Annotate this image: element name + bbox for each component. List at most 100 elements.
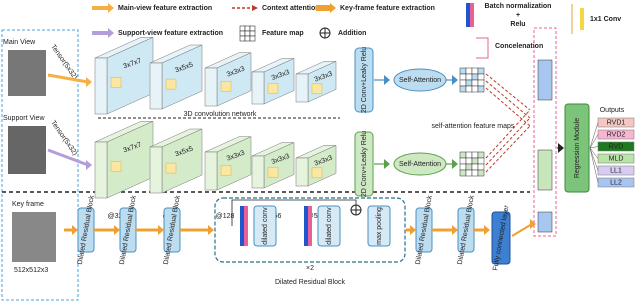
cube-front <box>251 155 265 189</box>
legend-text: Concelenation <box>495 43 543 50</box>
feature-map <box>465 169 473 177</box>
legend-text: + <box>516 12 520 19</box>
network-label: 3D convolution network <box>184 111 257 118</box>
output-label: RVD2 <box>607 131 626 138</box>
addition-icon <box>320 28 330 38</box>
kernel-cube <box>311 167 323 179</box>
feature-map-icon <box>239 30 246 37</box>
input-label: Support View <box>3 115 45 122</box>
output-link <box>589 147 599 159</box>
concat-map <box>537 59 553 101</box>
arrow-shaft <box>511 223 533 237</box>
output-link <box>589 147 599 183</box>
max-pooling <box>367 205 391 247</box>
feature-map <box>459 151 467 159</box>
channel-label: @512 <box>307 213 326 220</box>
conv2d-block <box>354 47 374 113</box>
kernel-cube <box>311 83 323 95</box>
feature-map <box>471 157 479 165</box>
concat-icon <box>476 37 489 59</box>
arrow-head <box>330 3 336 13</box>
feature-map <box>477 79 485 87</box>
arrow-head <box>108 3 114 13</box>
input-label: Main View <box>3 39 36 46</box>
input-label: Key frame <box>12 201 44 208</box>
cube-front <box>149 146 163 194</box>
arrow-shaft <box>47 148 89 167</box>
arrow-head <box>384 159 390 169</box>
arrow-head <box>158 225 164 235</box>
feature-maps-label: self-attention feature maps <box>432 123 515 130</box>
feature-map <box>471 85 479 93</box>
cube-side <box>106 36 154 115</box>
kernel-cube <box>110 161 122 172</box>
feature-map <box>471 169 479 177</box>
bn-bar <box>308 206 312 246</box>
feature-map <box>465 67 473 75</box>
arrow-head <box>86 77 92 87</box>
output-link <box>589 146 599 149</box>
addition-node <box>351 205 361 215</box>
arrow-head <box>72 225 78 235</box>
feature-map <box>477 67 485 75</box>
feature-map <box>459 163 467 171</box>
legend-text: Batch normalization <box>485 3 552 10</box>
feature-map <box>471 73 479 81</box>
concat-map <box>537 211 553 233</box>
concat-frame <box>533 27 557 237</box>
cube-front <box>149 62 163 110</box>
feature-map <box>477 73 485 81</box>
concat-map <box>537 149 553 191</box>
cube-front <box>94 141 108 199</box>
main-view-image <box>8 50 46 96</box>
feature-map-icon <box>244 25 251 32</box>
feature-map <box>459 73 467 81</box>
legend-text: Key-frame feature extraction <box>340 5 435 12</box>
context-arrow <box>485 87 531 127</box>
feature-map <box>465 157 473 165</box>
conv1x1-icon <box>580 8 584 30</box>
support-view-image <box>8 126 46 174</box>
dilated-block-frame <box>214 197 406 263</box>
feature-map <box>465 79 473 87</box>
cube-front <box>295 73 309 103</box>
input-panel <box>1 29 79 301</box>
feature-map-icon <box>239 35 246 42</box>
feature-map-icon <box>244 35 251 42</box>
regression-module <box>564 103 590 193</box>
channel-label: @32 <box>108 213 123 220</box>
output-label: RVD1 <box>607 119 626 126</box>
caption: Dilated Residual Block <box>275 279 346 286</box>
legend-text: Support-view feature extraction <box>118 30 223 37</box>
feature-map <box>465 151 473 159</box>
kernel-cube <box>220 165 232 176</box>
arrow-shaft <box>47 73 89 84</box>
legend-text: Main-view feature extraction <box>118 5 212 12</box>
cube-side <box>106 120 154 199</box>
cube-front <box>251 71 265 105</box>
context-arrow <box>485 73 531 111</box>
output-label: RVD <box>609 143 624 150</box>
feature-map <box>477 169 485 177</box>
arrow-head <box>114 225 120 235</box>
dilated-conv <box>253 205 277 247</box>
context-arrow <box>485 80 531 119</box>
cube-front <box>94 57 108 115</box>
diagram-content: Main-view feature extraction Context atte… <box>3 3 635 286</box>
output-label: LL1 <box>610 167 622 174</box>
outputs-title: Outputs <box>600 107 625 114</box>
conv2d-block <box>354 131 374 197</box>
arrow-head <box>384 75 390 85</box>
arrow-head <box>558 143 564 153</box>
feature-map-icon <box>249 30 256 37</box>
feature-map <box>459 157 467 165</box>
feature-map <box>477 85 485 93</box>
conv2d-label: 2D Conv+Leaky Relu <box>361 47 368 113</box>
bn-bar <box>304 206 308 246</box>
legend-text: Addition <box>338 30 366 37</box>
max-pooling-label: max pooling <box>376 207 383 245</box>
arrow-head <box>484 225 490 235</box>
kernel-cube <box>165 162 177 174</box>
feature-map <box>477 163 485 171</box>
